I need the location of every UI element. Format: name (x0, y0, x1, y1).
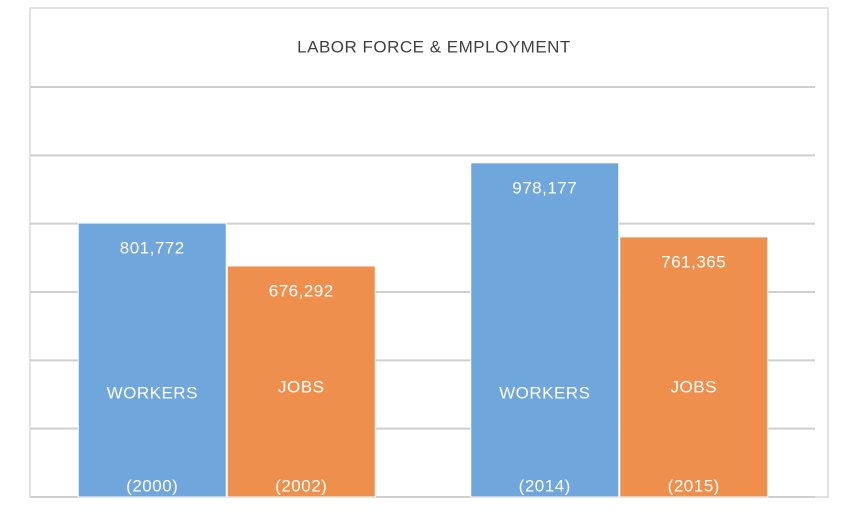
data-label: 676,292 (269, 281, 334, 300)
data-label: 801,772 (120, 239, 185, 258)
bar-name: JOBS (278, 377, 324, 396)
bar-name: JOBS (671, 377, 717, 396)
bar-year: (2014) (519, 476, 571, 495)
bar-name: WORKERS (499, 383, 590, 402)
bar-year: (2015) (668, 476, 720, 495)
bar-year: (2000) (126, 476, 178, 495)
data-label: 761,365 (661, 252, 726, 271)
bar (470, 162, 620, 498)
data-label: 978,177 (512, 178, 577, 197)
bar-name: WORKERS (107, 383, 198, 402)
bar (226, 265, 376, 498)
bar-year: (2002) (275, 476, 327, 495)
chart-title: LABOR FORCE & EMPLOYMENT (297, 37, 571, 56)
bar (77, 222, 227, 498)
bar (619, 236, 769, 498)
